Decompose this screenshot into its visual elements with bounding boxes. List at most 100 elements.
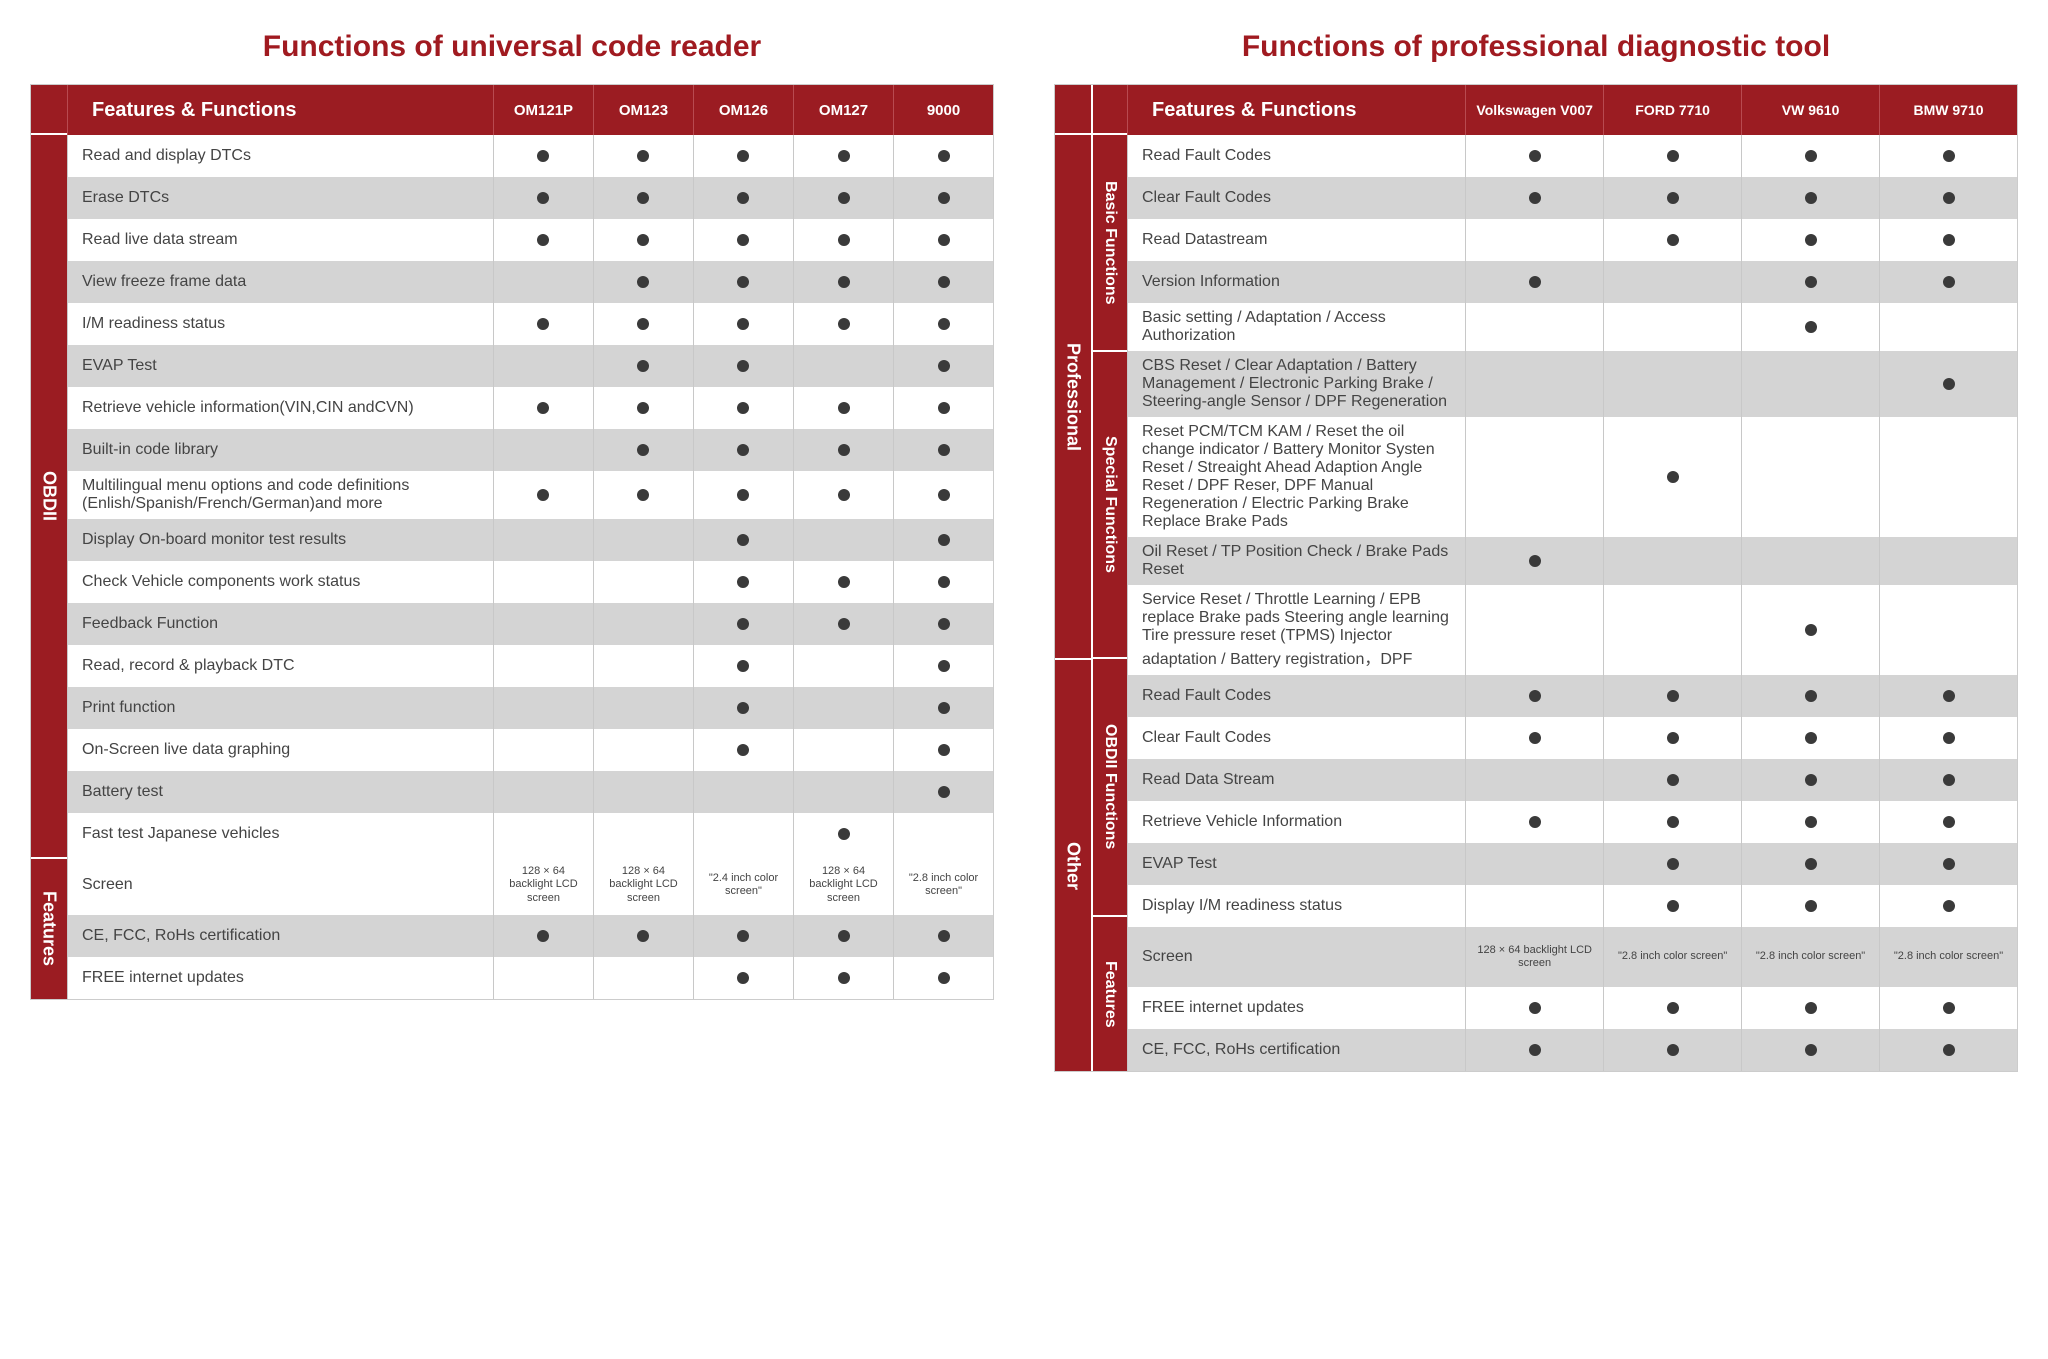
cell bbox=[793, 645, 893, 687]
dot-icon bbox=[537, 192, 549, 204]
cell bbox=[1879, 177, 2017, 219]
dot-icon bbox=[737, 402, 749, 414]
cell bbox=[693, 645, 793, 687]
dot-icon bbox=[938, 402, 950, 414]
cell bbox=[1465, 675, 1603, 717]
table-row: Screen128 × 64 backlight LCD screen128 ×… bbox=[67, 855, 993, 915]
left-side-labels: OBDIIFeatures bbox=[31, 85, 67, 999]
header-row: Features & FunctionsVolkswagen V007FORD … bbox=[1127, 85, 2017, 135]
group-label: Features bbox=[31, 859, 67, 1000]
dot-icon bbox=[537, 234, 549, 246]
dot-icon bbox=[938, 150, 950, 162]
dot-icon bbox=[1943, 234, 1955, 246]
cell bbox=[1465, 177, 1603, 219]
cell: Built-in code library bbox=[67, 429, 493, 471]
cell bbox=[1465, 351, 1603, 417]
cell bbox=[493, 177, 593, 219]
dot-icon bbox=[938, 360, 950, 372]
cell bbox=[1879, 717, 2017, 759]
dot-icon bbox=[938, 930, 950, 942]
dot-icon bbox=[1943, 276, 1955, 288]
cell: View freeze frame data bbox=[67, 261, 493, 303]
cell bbox=[1879, 885, 2017, 927]
cell bbox=[793, 177, 893, 219]
dot-icon bbox=[1667, 900, 1679, 912]
table-row: Retrieve Vehicle Information bbox=[1127, 801, 2017, 843]
cell bbox=[793, 915, 893, 957]
left-table: OBDIIFeatures Features & FunctionsOM121P… bbox=[30, 84, 994, 1000]
dot-icon bbox=[1667, 192, 1679, 204]
right-panel: Functions of professional diagnostic too… bbox=[1054, 30, 2018, 1072]
cell bbox=[1465, 417, 1603, 537]
cell bbox=[1741, 759, 1879, 801]
cell: Read live data stream bbox=[67, 219, 493, 261]
cell bbox=[1603, 759, 1741, 801]
table-row: Retrieve vehicle information(VIN,CIN and… bbox=[67, 387, 993, 429]
dot-icon bbox=[737, 489, 749, 501]
dot-icon bbox=[537, 150, 549, 162]
cell bbox=[593, 645, 693, 687]
dot-icon bbox=[1943, 816, 1955, 828]
cell bbox=[493, 687, 593, 729]
dot-icon bbox=[1943, 858, 1955, 870]
cell bbox=[693, 687, 793, 729]
cell bbox=[593, 561, 693, 603]
cell bbox=[793, 303, 893, 345]
cell bbox=[1879, 261, 2017, 303]
cell bbox=[1603, 885, 1741, 927]
dot-icon bbox=[1529, 192, 1541, 204]
cell: 128 × 64 backlight LCD screen bbox=[593, 855, 693, 915]
table-row: Read live data stream bbox=[67, 219, 993, 261]
cell bbox=[1741, 537, 1879, 585]
dot-icon bbox=[938, 972, 950, 984]
dot-icon bbox=[938, 489, 950, 501]
cell bbox=[893, 915, 993, 957]
subgroup-label: Special Functions bbox=[1091, 352, 1127, 659]
dot-icon bbox=[1805, 1002, 1817, 1014]
cell: BMW 9710 bbox=[1879, 85, 2017, 135]
cell bbox=[493, 603, 593, 645]
cell: Features & Functions bbox=[67, 85, 493, 135]
cell: Features & Functions bbox=[1127, 85, 1465, 135]
cell bbox=[593, 387, 693, 429]
dot-icon bbox=[938, 702, 950, 714]
cell bbox=[593, 135, 693, 177]
cell bbox=[1465, 261, 1603, 303]
dot-icon bbox=[1667, 234, 1679, 246]
dot-icon bbox=[1667, 816, 1679, 828]
cell bbox=[1879, 759, 2017, 801]
dot-icon bbox=[838, 318, 850, 330]
cell bbox=[1879, 585, 2017, 675]
cell bbox=[1741, 843, 1879, 885]
dot-icon bbox=[938, 192, 950, 204]
cell bbox=[493, 729, 593, 771]
dot-icon bbox=[537, 930, 549, 942]
cell bbox=[1465, 135, 1603, 177]
dot-icon bbox=[838, 150, 850, 162]
cell: Read Fault Codes bbox=[1127, 675, 1465, 717]
dot-icon bbox=[838, 192, 850, 204]
dot-icon bbox=[938, 786, 950, 798]
dot-icon bbox=[838, 489, 850, 501]
dot-icon bbox=[737, 576, 749, 588]
cell bbox=[693, 561, 793, 603]
dot-icon bbox=[1805, 900, 1817, 912]
table-row: Erase DTCs bbox=[67, 177, 993, 219]
cell bbox=[1603, 351, 1741, 417]
cell: Check Vehicle components work status bbox=[67, 561, 493, 603]
cell: 128 × 64 backlight LCD screen bbox=[1465, 927, 1603, 987]
dot-icon bbox=[737, 534, 749, 546]
dot-icon bbox=[1805, 690, 1817, 702]
dot-icon bbox=[1805, 234, 1817, 246]
cell: Display On-board monitor test results bbox=[67, 519, 493, 561]
cell bbox=[693, 519, 793, 561]
cell bbox=[1603, 585, 1741, 675]
dot-icon bbox=[1805, 192, 1817, 204]
cell bbox=[1465, 885, 1603, 927]
cell bbox=[893, 603, 993, 645]
cell: OM123 bbox=[593, 85, 693, 135]
table-row: Display I/M readiness status bbox=[1127, 885, 2017, 927]
cell bbox=[693, 771, 793, 813]
dot-icon bbox=[737, 660, 749, 672]
dot-icon bbox=[637, 192, 649, 204]
